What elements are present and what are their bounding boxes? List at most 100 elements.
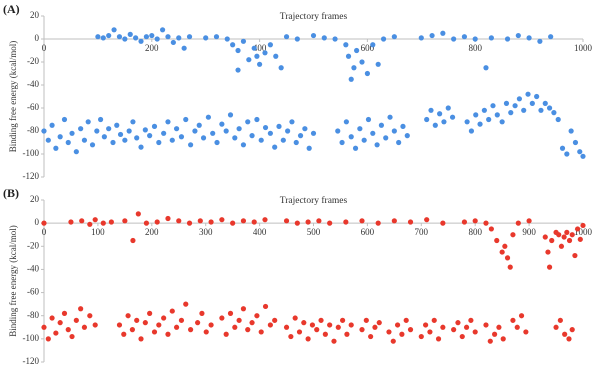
point [108,219,114,225]
point [512,103,518,109]
point [219,315,225,321]
point [572,139,579,146]
x-tick-label: 600 [361,227,375,237]
x-tick-label: 800 [468,227,482,237]
point [85,119,91,125]
point [545,249,551,255]
point [78,306,84,312]
point [376,320,382,326]
y-axis-label: Binding free energy (kcal/mol) [8,225,18,337]
y-tick-label: -20 [27,56,39,66]
point [492,331,498,337]
y-tick-label: -100 [23,333,40,343]
point [428,107,434,113]
point [327,220,333,226]
point [378,122,385,128]
point [254,313,260,319]
point [461,219,468,225]
y-tick-label: 20 [30,10,40,20]
point [507,264,513,270]
point [53,145,59,151]
point [227,310,234,316]
point [549,237,555,244]
point [424,217,430,223]
point [251,45,257,51]
x-tick-label: 200 [145,227,159,237]
point [340,317,346,323]
point [262,50,268,56]
point [151,123,158,129]
point [181,45,187,51]
point [569,232,575,238]
point [254,53,260,59]
y-tick-label: -60 [27,287,39,297]
point [135,211,141,217]
point [45,137,51,143]
point [391,128,397,134]
point [564,151,570,157]
point [562,331,568,337]
point [227,112,234,118]
point [510,232,516,238]
point [106,32,112,39]
y-axis-label: Binding free energy (kcal/mol) [8,41,18,153]
point [391,34,397,40]
point [192,128,198,134]
point [566,336,572,342]
point [374,142,380,148]
point [463,324,470,330]
point [557,317,563,323]
point [526,35,532,41]
point [87,313,93,319]
x-tick-label: 800 [468,43,482,53]
point [472,218,478,224]
point [464,119,470,125]
x-tick-label: 400 [253,43,267,53]
point [387,114,393,120]
point [335,128,341,134]
point [173,324,180,330]
point [69,130,75,136]
point [400,123,406,129]
point [305,336,311,342]
point [359,327,365,333]
point [205,114,211,120]
point [110,139,116,146]
point [143,220,150,226]
point [173,126,180,132]
point [370,42,376,48]
point [486,116,492,123]
point [348,134,354,140]
point [262,217,268,223]
point [143,34,150,40]
point [580,222,586,229]
point [577,149,583,155]
point [542,234,548,240]
point [156,322,162,328]
point [45,336,51,342]
point [441,119,447,125]
point [246,57,252,63]
point [427,329,433,335]
point [121,331,127,337]
point [537,38,543,44]
point [351,65,357,71]
point [68,219,74,225]
point [309,322,316,328]
point [440,30,446,36]
point [79,218,85,224]
point [343,42,349,48]
point [345,53,352,59]
point [503,100,510,106]
point [57,134,63,140]
point [514,324,520,330]
point [138,144,144,150]
point [546,105,553,111]
point [240,142,247,148]
point [372,324,378,330]
point [305,219,311,225]
point [542,100,548,106]
point [344,331,350,337]
point [169,308,175,314]
